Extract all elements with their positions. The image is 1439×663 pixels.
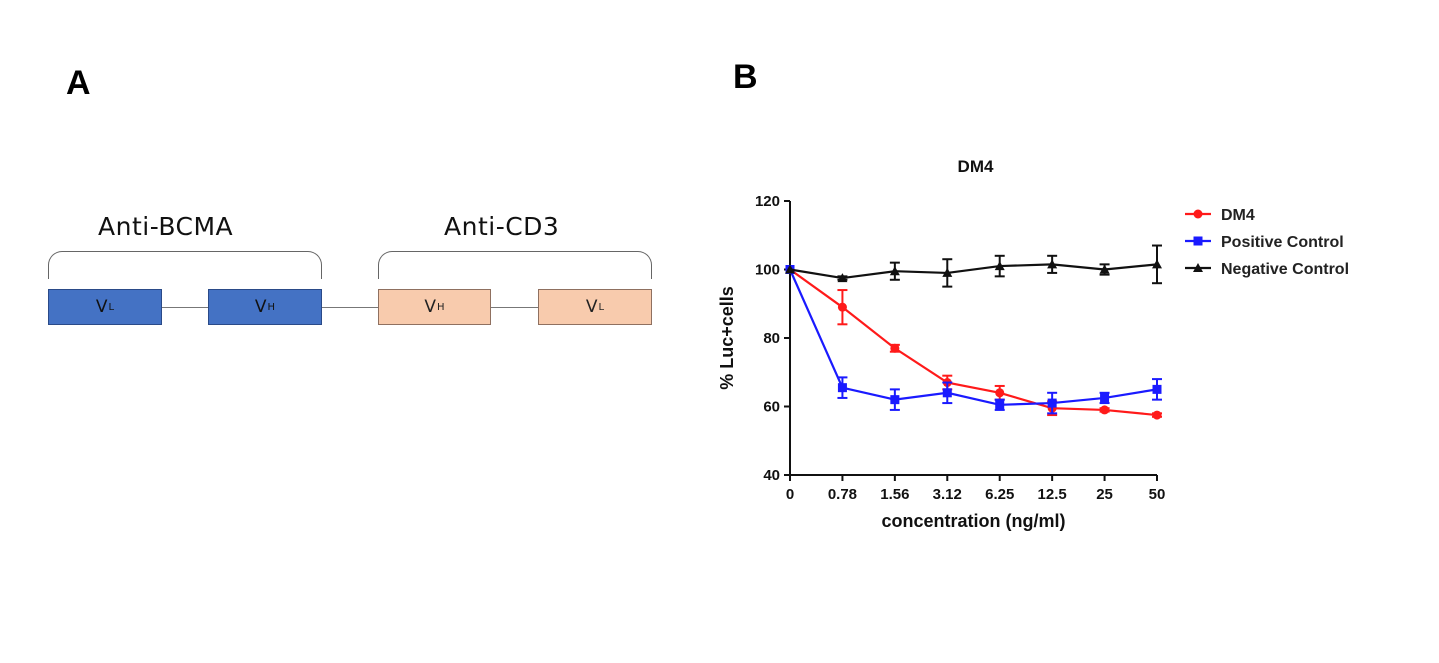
panel-a-letter: A (66, 64, 91, 102)
y-tick-label: 40 (763, 467, 780, 484)
data-point-positive-control (837, 383, 847, 393)
y-tick-label: 80 (763, 330, 780, 347)
data-point-dm4 (837, 302, 847, 312)
data-point-negative-control (889, 266, 900, 276)
anti-cd3-bracket (378, 251, 652, 279)
data-point-dm4 (890, 343, 900, 353)
legend-marker-negative-control (1193, 263, 1203, 272)
y-tick-label: 60 (763, 399, 780, 416)
x-tick-label: 12.5 (1038, 486, 1067, 503)
y-tick-label: 120 (755, 193, 780, 210)
x-tick-label: 0.78 (828, 486, 857, 503)
dm4-line-chart: DM4 40 60 80 100 120 0 0.78 1.56 3.12 6.25 12.5 25 50… (717, 157, 1349, 531)
legend-label-dm4: DM4 (1221, 207, 1255, 224)
data-point-dm4 (1100, 405, 1110, 415)
legend-label-positive-control: Positive Control (1221, 234, 1344, 251)
x-axis-label: concentration (ng/ml) (882, 511, 1066, 531)
data-point-positive-control (1047, 398, 1057, 408)
data-point-negative-control (1152, 259, 1162, 269)
x-tick-label: 25 (1096, 486, 1113, 503)
legend-label-negative-control: Negative Control (1221, 261, 1349, 278)
chart-title: DM4 (958, 157, 994, 176)
domain-sub-label: L (598, 301, 605, 313)
legend-marker-positive-control (1193, 236, 1203, 246)
data-point-negative-control (837, 273, 848, 283)
data-point-dm4 (1152, 410, 1162, 420)
domain-sub-label: H (267, 301, 276, 313)
domain-sub-label: L (108, 301, 115, 313)
domain-main-label: V (585, 297, 598, 317)
domain-main-label: V (424, 297, 437, 317)
data-point-negative-control (1099, 264, 1110, 274)
x-tick-label: 3.12 (933, 486, 962, 503)
series-line-negative-control (789, 263, 1158, 280)
series-line-positive-control (788, 269, 1158, 406)
series-line-dm4 (789, 268, 1158, 417)
domain-main-label: V (254, 297, 267, 317)
x-tick-label: 50 (1149, 486, 1166, 503)
data-point-negative-control (785, 264, 795, 274)
x-tick-label: 1.56 (880, 486, 909, 503)
data-point-positive-control (995, 400, 1005, 410)
y-axis-label: % Luc+cells (717, 286, 737, 390)
anti-bcma-bracket (48, 251, 322, 279)
y-tick-label: 100 (755, 262, 780, 279)
data-point-positive-control (1152, 384, 1162, 394)
domain-sub-label: H (437, 301, 445, 313)
linker-line (161, 307, 209, 308)
data-point-positive-control (1100, 393, 1110, 403)
linker-line (321, 307, 379, 308)
data-point-positive-control (890, 395, 900, 405)
x-tick-label: 6.25 (985, 486, 1014, 503)
x-tick-label: 0 (786, 486, 794, 503)
data-point-positive-control (942, 388, 952, 398)
domain-main-label: V (95, 297, 108, 317)
data-point-dm4 (995, 388, 1005, 398)
data-point-negative-control (994, 261, 1005, 271)
panel-b-letter: B (733, 58, 758, 96)
linker-line (490, 307, 538, 308)
anti-bcma-label: Anti-BCMA (98, 212, 234, 241)
legend-marker-dm4 (1193, 209, 1203, 219)
anti-cd3-label: Anti-CD3 (444, 212, 560, 241)
data-point-negative-control (942, 267, 953, 277)
data-point-negative-control (1047, 259, 1058, 269)
